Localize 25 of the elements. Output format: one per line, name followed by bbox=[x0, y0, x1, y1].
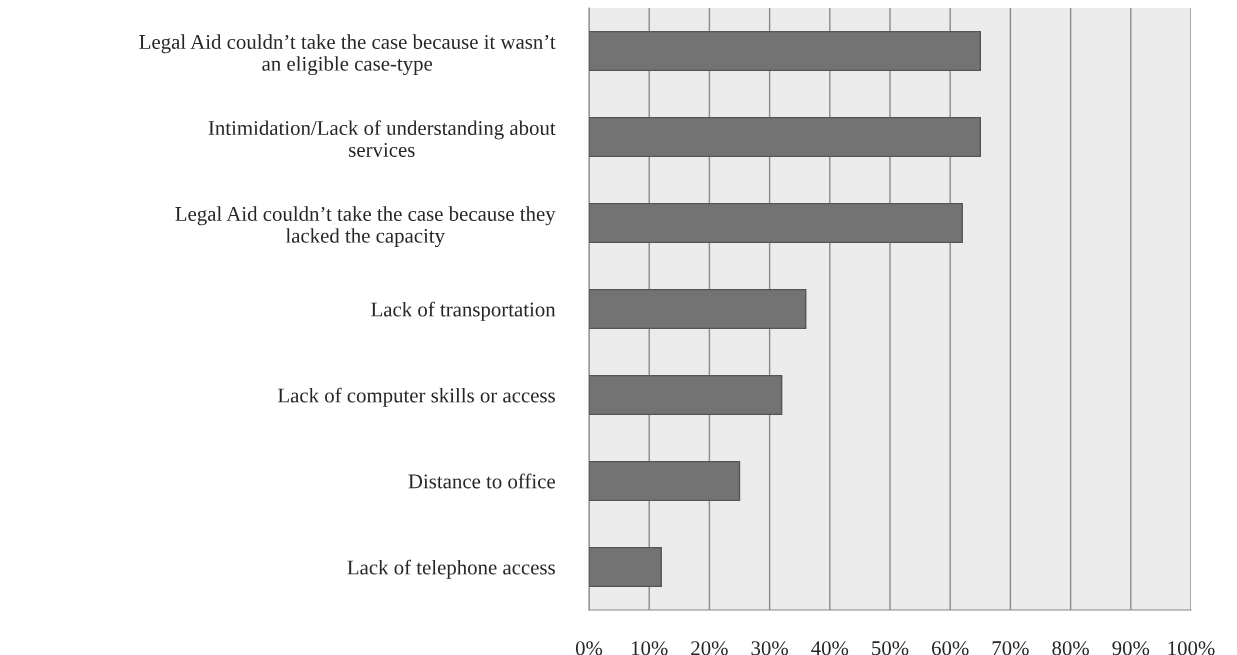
bar bbox=[589, 30, 981, 72]
x-tick-label: 30% bbox=[751, 641, 788, 655]
bar bbox=[589, 374, 783, 416]
x-tick-label: 80% bbox=[1052, 641, 1089, 655]
bar bbox=[589, 202, 963, 244]
y-tick-label: Lack of telephone access bbox=[347, 559, 555, 579]
x-tick-label: 100% bbox=[1168, 641, 1215, 655]
x-tick-label: 0% bbox=[575, 641, 603, 655]
y-tick-label: Legal Aid couldn’t take the case because it wasn’t an eligible case-type bbox=[139, 34, 556, 76]
x-tick-label: 20% bbox=[691, 641, 728, 655]
y-tick-label: Distance to office bbox=[408, 473, 555, 489]
x-tick-label: 90% bbox=[1112, 641, 1150, 655]
x-tick-label: 70% bbox=[992, 641, 1029, 655]
bar bbox=[589, 116, 981, 158]
y-tick-label: Intimidation/Lack of understanding about services bbox=[208, 120, 556, 157]
y-tick-label: Lack of computer skills or access bbox=[278, 387, 555, 407]
x-tick-label: 60% bbox=[932, 641, 969, 655]
bar bbox=[589, 546, 662, 588]
x-tick-label: 40% bbox=[811, 641, 849, 655]
bar bbox=[589, 460, 741, 502]
y-tick-label: Legal Aid couldn’t take the case because they lacked the capacity bbox=[175, 206, 556, 248]
y-tick-label: Lack of transportation bbox=[371, 301, 556, 321]
x-tick-label: 10% bbox=[631, 641, 668, 655]
x-tick-label: 50% bbox=[872, 641, 909, 655]
bar bbox=[589, 288, 807, 330]
